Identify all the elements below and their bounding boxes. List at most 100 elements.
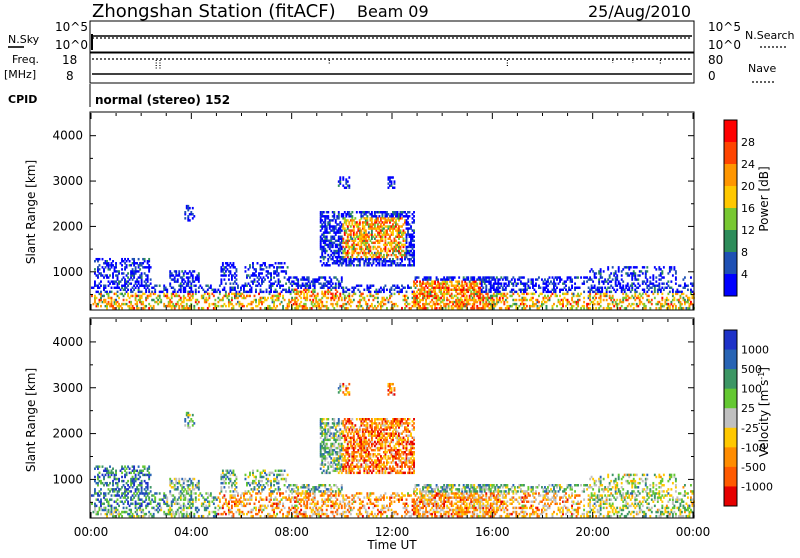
power-echo-cell <box>338 211 340 213</box>
power-echo-cell <box>386 307 388 309</box>
power-echo-cell <box>527 293 529 295</box>
power-echo-cell <box>177 278 179 280</box>
power-echo-cell <box>642 272 644 274</box>
power-echo-cell <box>219 291 221 293</box>
power-echo-cell <box>362 307 364 309</box>
power-echo-cell <box>139 268 141 270</box>
power-echo-cell <box>651 303 653 305</box>
power-echo-cell <box>633 307 635 309</box>
freq-frame <box>90 53 694 83</box>
power-echo-cell <box>350 305 352 307</box>
velocity-echo-cell <box>114 515 116 517</box>
velocity-echo-cell <box>228 486 230 488</box>
velocity-echo-cell <box>118 478 120 480</box>
power-echo-cell <box>270 272 272 274</box>
power-echo-cell <box>159 295 161 297</box>
power-echo-cell <box>384 285 386 287</box>
power-echo-cell <box>594 285 596 287</box>
velocity-echo-cell <box>257 470 259 472</box>
range-tick-label: 3000 <box>52 174 83 188</box>
power-echo-cell <box>300 301 302 303</box>
power-echo-cell <box>252 307 254 309</box>
power-echo-cell <box>535 291 537 293</box>
power-echo-cell <box>579 299 581 301</box>
power-echo-cell <box>675 276 677 278</box>
power-echo-cell <box>366 215 368 217</box>
power-echo-cell <box>651 299 653 301</box>
power-echo-cell <box>284 299 286 301</box>
power-echo-cell <box>583 305 585 307</box>
nave-label: Nave <box>748 62 776 75</box>
power-echo-cell <box>208 293 210 295</box>
velocity-echo-cell <box>175 478 177 480</box>
power-echo-cell <box>115 262 117 264</box>
velocity-echo-cell <box>254 486 256 488</box>
power-echo-cell <box>267 276 269 278</box>
power-echo-cell <box>133 307 135 309</box>
power-echo-cell <box>646 266 648 268</box>
colorbar-tick-label: 28 <box>741 136 755 149</box>
velocity-echo-cell <box>243 513 245 515</box>
power-echo-cell <box>580 276 582 278</box>
power-echo-cell <box>327 297 329 299</box>
power-echo-cell <box>347 307 349 309</box>
power-echo-cell <box>231 297 233 299</box>
velocity-echo-cell <box>189 426 191 428</box>
power-echo-cell <box>138 307 140 309</box>
velocity-echo-cell <box>109 482 111 484</box>
power-echo-cell <box>377 297 379 299</box>
power-echo-cell <box>229 282 231 284</box>
velocity-echo-cell <box>231 505 233 507</box>
power-echo-cell <box>655 307 657 309</box>
power-echo-cell <box>94 268 96 270</box>
power-echo-cell <box>654 297 656 299</box>
power-echo-cell <box>284 276 286 278</box>
velocity-echo-cell <box>213 503 215 505</box>
power-echo-cell <box>655 280 657 282</box>
range-tick-label: 4000 <box>52 129 83 143</box>
velocity-echo-cell <box>255 476 257 478</box>
velocity-echo-cell <box>111 494 113 496</box>
power-echo-cell <box>574 282 576 284</box>
power-echo-cell <box>282 285 284 287</box>
velocity-echo-cell <box>184 418 186 420</box>
power-echo-cell <box>621 305 623 307</box>
velocity-echo-cell <box>225 482 227 484</box>
power-echo-cell <box>410 287 412 289</box>
power-echo-cell <box>451 293 453 295</box>
power-echo-cell <box>114 307 116 309</box>
velocity-echo-cell <box>138 515 140 517</box>
power-echo-cell <box>232 262 234 264</box>
power-echo-cell <box>354 293 356 295</box>
power-echo-cell <box>561 278 563 280</box>
power-echo-cell <box>327 307 329 309</box>
velocity-echo-cell <box>264 470 266 472</box>
velocity-echo-cell <box>154 496 156 498</box>
power-echo-cell <box>94 280 96 282</box>
power-echo-cell <box>559 295 561 297</box>
power-echo-cell <box>342 176 344 178</box>
power-echo-cell <box>649 307 651 309</box>
power-echo-cell <box>673 297 675 299</box>
velocity-echo-cell <box>127 480 129 482</box>
velocity-echo-cell <box>252 515 254 517</box>
power-echo-cell <box>192 274 194 276</box>
power-echo-cell <box>413 211 415 213</box>
power-echo-cell <box>321 301 323 303</box>
power-echo-cell <box>409 303 411 305</box>
power-echo-cell <box>615 270 617 272</box>
power-echo-cell <box>404 264 406 266</box>
velocity-echo-cell <box>150 486 152 488</box>
power-echo-cell <box>102 258 104 260</box>
power-echo-cell <box>91 295 93 297</box>
freq-label-line1: Freq. <box>12 53 39 66</box>
power-echo-cell <box>339 176 341 178</box>
power-echo-cell <box>610 307 612 309</box>
power-echo-cell <box>609 303 611 305</box>
power-echo-cell <box>273 276 275 278</box>
velocity-echo-cell <box>96 505 98 507</box>
range-tick-label: 1000 <box>52 265 83 279</box>
power-echo-cell <box>342 287 344 289</box>
power-echo-cell <box>672 274 674 276</box>
power-echo-cell <box>326 301 328 303</box>
